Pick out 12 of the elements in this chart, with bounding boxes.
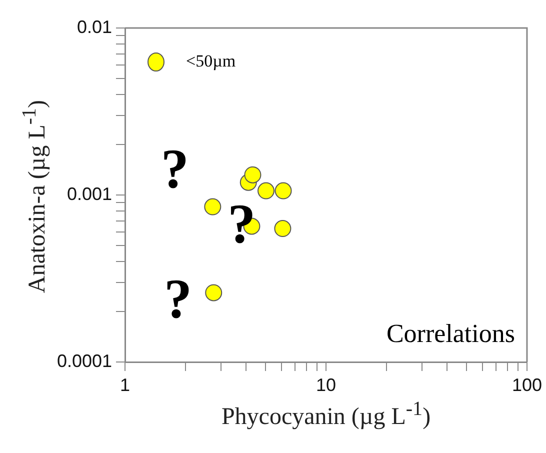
annotation: ?: [164, 268, 192, 330]
x-tick-label: 100: [512, 374, 542, 395]
legend-label: <50µm: [186, 51, 236, 70]
y-tick-label: 0.0001: [56, 350, 112, 371]
x-tick-label: 1: [120, 374, 130, 395]
x-axis-title: Phycocyanin (µg L$^{-1}$): [220, 398, 432, 431]
x-tick-label: 10: [316, 374, 336, 395]
annotation: Correlations: [386, 318, 515, 348]
annotation: ?: [160, 138, 189, 200]
y-tick-label: 0.01: [76, 16, 112, 37]
annotation: ?: [228, 194, 256, 256]
y-tick-label: 0.001: [66, 184, 112, 204]
